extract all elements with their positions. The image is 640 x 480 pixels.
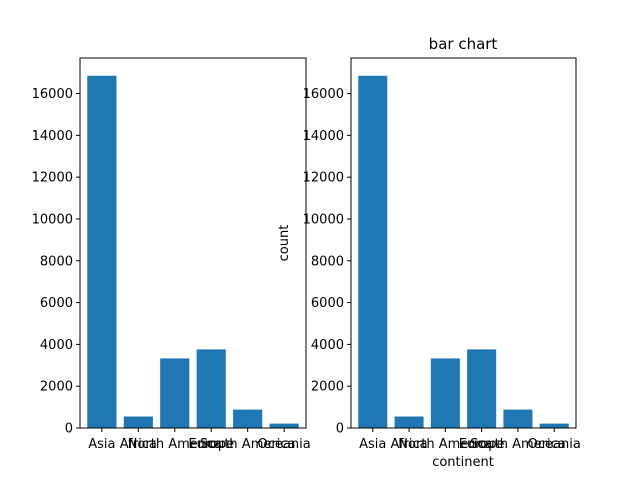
x-tick-label: North America [128,437,222,452]
x-tick-label: Europe [459,437,505,452]
y-tick-label: 0 [65,422,73,437]
x-tick-label: North America [398,437,492,452]
y-tick-label: 8000 [311,254,344,269]
bar-europe [196,349,226,428]
y-axis-label-right: count [277,225,292,262]
bar-asia [358,75,388,429]
x-tick-label: Oceania [258,437,311,452]
bar-oceania [269,423,299,428]
y-tick-label: 4000 [40,338,73,353]
x-tick-label: Asia [88,437,115,452]
bar-oceania [539,423,569,428]
axes-frame [350,57,577,429]
x-tick-label: Africa [391,437,428,452]
x-tick-label: Europe [188,437,234,452]
bar-south-america [503,409,533,428]
bar-asia [87,75,117,429]
y-tick-label: 6000 [311,296,344,311]
bar-chart-panel-right: bar chart count continent 0 2000 4000 6000 8… [277,35,581,470]
y-tick-label: 14000 [32,129,73,144]
bar-chart-panel-left: 0 2000 4000 6000 8000 10000 12000 14000 16000 Asi… [32,57,311,452]
x-tick-label: Asia [359,437,386,452]
y-tick-label: 16000 [303,87,344,102]
bar-africa [123,416,153,428]
bar-north-america [160,358,190,428]
y-tick-label: 2000 [311,380,344,395]
y-tick-label: 12000 [303,171,344,186]
x-tick-label: Africa [120,437,157,452]
bar-south-america [233,409,263,428]
y-tick-label: 6000 [40,296,73,311]
y-tick-label: 10000 [303,212,344,227]
y-tick-label: 12000 [32,171,73,186]
chart-title-right: bar chart [429,35,498,53]
bar-europe [467,349,497,428]
x-axis-label-right: continent [432,455,494,470]
axes-frame [79,57,307,429]
x-tick-label: Oceania [528,437,581,452]
y-tick-label: 0 [336,422,344,437]
bar-north-america [430,358,460,428]
y-tick-label: 14000 [303,129,344,144]
y-tick-label: 16000 [32,87,73,102]
x-tick-label: South America [200,437,296,452]
y-tick-label: 2000 [40,380,73,395]
x-tick-label: South America [470,437,566,452]
y-tick-label: 8000 [40,254,73,269]
y-tick-label: 10000 [32,212,73,227]
bar-africa [394,416,424,428]
y-tick-label: 4000 [311,338,344,353]
